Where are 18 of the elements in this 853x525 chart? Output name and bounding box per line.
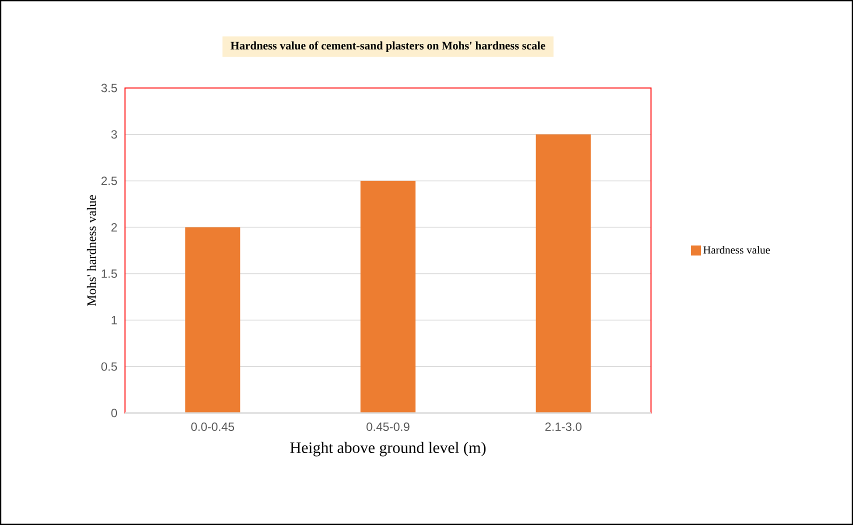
y-axis-title: Mohs' hardness value bbox=[86, 195, 96, 306]
y-tick-label: 2 bbox=[111, 223, 117, 232]
x-tick-label: 0.0-0.45 bbox=[191, 422, 234, 431]
y-tick-label: 2.5 bbox=[101, 176, 117, 186]
x-tick-label: 0.45-0.9 bbox=[366, 422, 410, 431]
y-tick-label: 1.5 bbox=[102, 270, 117, 278]
y-tick-label: 0.5 bbox=[101, 362, 117, 371]
y-tick-label: 0 bbox=[111, 408, 118, 418]
bar bbox=[536, 134, 591, 413]
legend-label: Hardness value bbox=[703, 246, 770, 254]
bar bbox=[185, 227, 240, 413]
x-tick-label: 2.1-3.0 bbox=[545, 422, 582, 431]
y-tick-label: 3.5 bbox=[101, 84, 117, 92]
y-tick-label: 3 bbox=[111, 130, 117, 139]
x-axis-title: Height above ground level (m) bbox=[290, 442, 486, 456]
chart-title: Hardness value of cement-sand plasters on Mohs' hardness scale bbox=[230, 41, 546, 52]
y-tick-label: 1 bbox=[112, 316, 117, 324]
bar bbox=[360, 180, 416, 413]
